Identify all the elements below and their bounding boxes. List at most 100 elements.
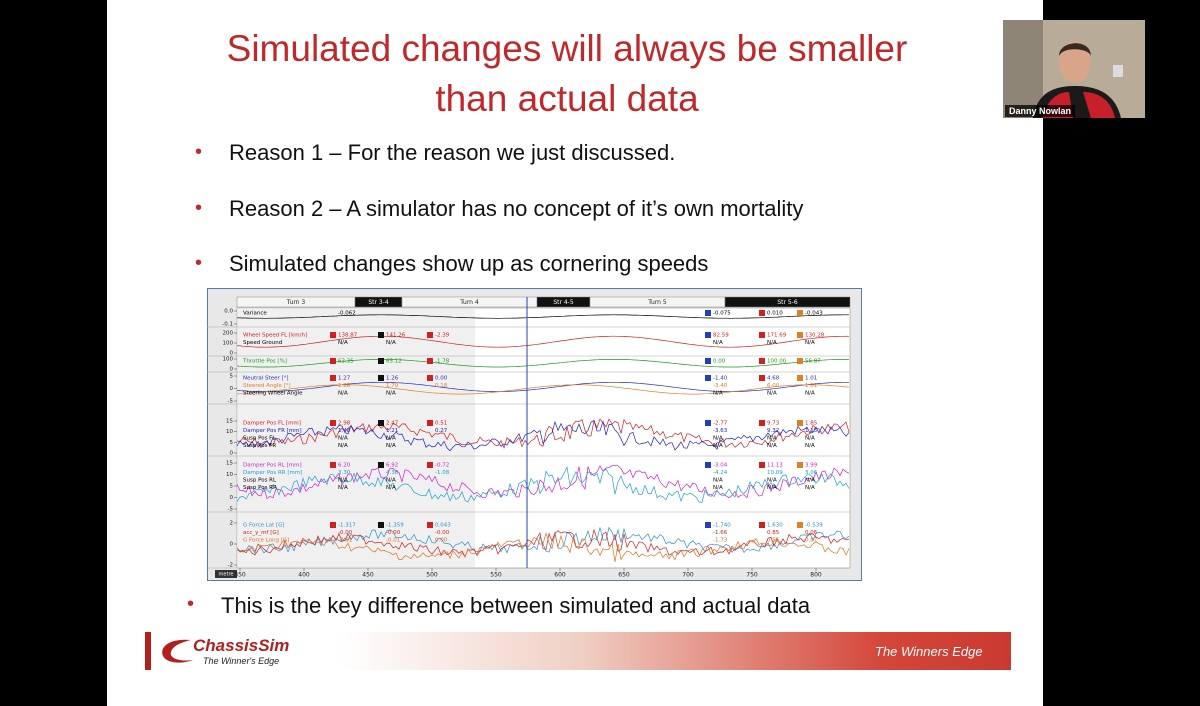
range-marker [759, 420, 765, 426]
channel-name: Wheel Speed FL [km/h] [243, 333, 307, 339]
channel-value: 0.043 [435, 523, 451, 529]
range-marker [759, 332, 765, 338]
channel-value: N/A [767, 340, 777, 346]
bullet-dot: • [195, 141, 203, 163]
channel-value: -0.043 [805, 311, 823, 317]
channel-value: 9.32 [767, 428, 779, 434]
channel-name: Susp Pos RR [243, 485, 277, 491]
channel-value: N/A [338, 436, 348, 442]
channel-value: 0.010 [767, 311, 783, 317]
y-tick-label: -5 [228, 507, 234, 513]
x-tick-label: 400 [298, 572, 310, 579]
channel-value: N/A [805, 391, 815, 397]
channel-value: 6.00 [767, 383, 780, 389]
channel-value: 1.26 [386, 376, 399, 382]
y-tick-label: 5 [230, 374, 234, 380]
trace [236, 466, 850, 503]
segment-label: Turn 4 [459, 299, 479, 306]
channel-value: -0.00 [338, 530, 353, 536]
bullet-dot: • [195, 197, 203, 219]
channel-value: N/A [386, 478, 396, 484]
segment-label: Str 5-6 [777, 299, 798, 306]
channel-value: -1.08 [435, 470, 450, 476]
y-tick-label: 2 [230, 521, 234, 527]
footer-banner: ChassisSim The Winner's Edge The Winners… [145, 632, 1011, 670]
trace [236, 418, 850, 449]
range-marker [705, 332, 711, 338]
range-marker [797, 358, 803, 364]
channel-value: 0.00 [435, 376, 448, 382]
x-tick-label: 700 [682, 572, 694, 579]
channel-value: 1.70 [386, 383, 399, 389]
participant-name: Danny Nowlan [1005, 105, 1076, 117]
channel-value: -2.77 [713, 421, 728, 427]
range-marker [797, 375, 803, 381]
channel-value: 65.12 [386, 359, 402, 365]
slide-title: than actual data [435, 78, 699, 119]
channel-value: 0.27 [435, 428, 448, 434]
channel-value: -4.24 [713, 470, 728, 476]
channel-value: 1.21 [386, 428, 398, 434]
trace [236, 335, 850, 348]
cursor-marker [378, 522, 384, 528]
range-marker [759, 462, 765, 468]
channel-value: 82.59 [713, 333, 729, 339]
y-tick-label: 15 [226, 419, 233, 425]
x-tick-label: 650 [618, 572, 630, 579]
channel-name: Susp Pos RL [243, 478, 277, 484]
segment-label: Str 3-4 [368, 299, 389, 306]
trace [236, 314, 849, 319]
channel-value: N/A [386, 436, 396, 442]
channel-value: -0.539 [805, 523, 823, 529]
cursor-range [237, 308, 475, 568]
channel-value: -1.40 [713, 376, 728, 382]
channel-value: -0.062 [338, 311, 356, 317]
channel-value: 4.68 [767, 376, 780, 382]
channel-name: G Force Lat [G] [243, 523, 285, 529]
x-tick-label: 600 [554, 572, 566, 579]
channel-value: N/A [767, 391, 777, 397]
channel-value: 1.01 [805, 383, 817, 389]
channel-value: N/A [386, 340, 396, 346]
cursor-marker [427, 522, 433, 528]
channel-name: Throttle Pos [%] [242, 359, 287, 365]
segment-box [724, 296, 851, 308]
y-tick-label: 200 [223, 331, 234, 337]
range-marker [705, 462, 711, 468]
channel-value: 0.00 [713, 359, 726, 365]
channel-value: 63.35 [338, 359, 354, 365]
channel-name: Damper Pos RL [mm] [243, 463, 302, 469]
trace [236, 528, 850, 558]
bullet: Reason 1 – For the reason we just discus… [229, 140, 676, 165]
channel-name: Susp Pos FL [243, 436, 276, 442]
cursor-marker [330, 375, 336, 381]
channel-name: G Force Long [G] [243, 538, 289, 544]
channel-value: N/A [713, 443, 723, 449]
channel-value: 100.00 [767, 359, 787, 365]
channel-value: -1.317 [338, 523, 356, 529]
channel-value: 1.01 [805, 376, 817, 382]
cursor-marker [378, 358, 384, 364]
channel-value: N/A [386, 485, 396, 491]
channel-value: -1.73 [713, 538, 728, 544]
range-marker [705, 358, 711, 364]
cursor-marker [330, 522, 336, 528]
channel-value: 0.51 [435, 421, 447, 427]
channel-name: Steered Angle [°] [243, 383, 291, 389]
y-tick-label: 10 [226, 429, 233, 435]
range-marker [797, 332, 803, 338]
y-tick-label: 100 [223, 357, 234, 363]
bullet: This is the key difference between simul… [221, 593, 811, 618]
channel-value: 130.28 [805, 333, 825, 339]
channel-value: N/A [338, 443, 348, 449]
channel-value: N/A [767, 436, 777, 442]
range-marker [797, 522, 803, 528]
channel-value: N/A [805, 436, 815, 442]
y-tick-label: -0.1 [222, 322, 233, 328]
segment-label: Turn 5 [647, 299, 667, 306]
x-tick-label: 550 [490, 572, 502, 579]
y-tick-label: 0 [230, 542, 234, 548]
channel-value: 3.99 [805, 463, 818, 469]
y-tick-label: 100 [223, 341, 234, 347]
cursor-marker [427, 462, 433, 468]
